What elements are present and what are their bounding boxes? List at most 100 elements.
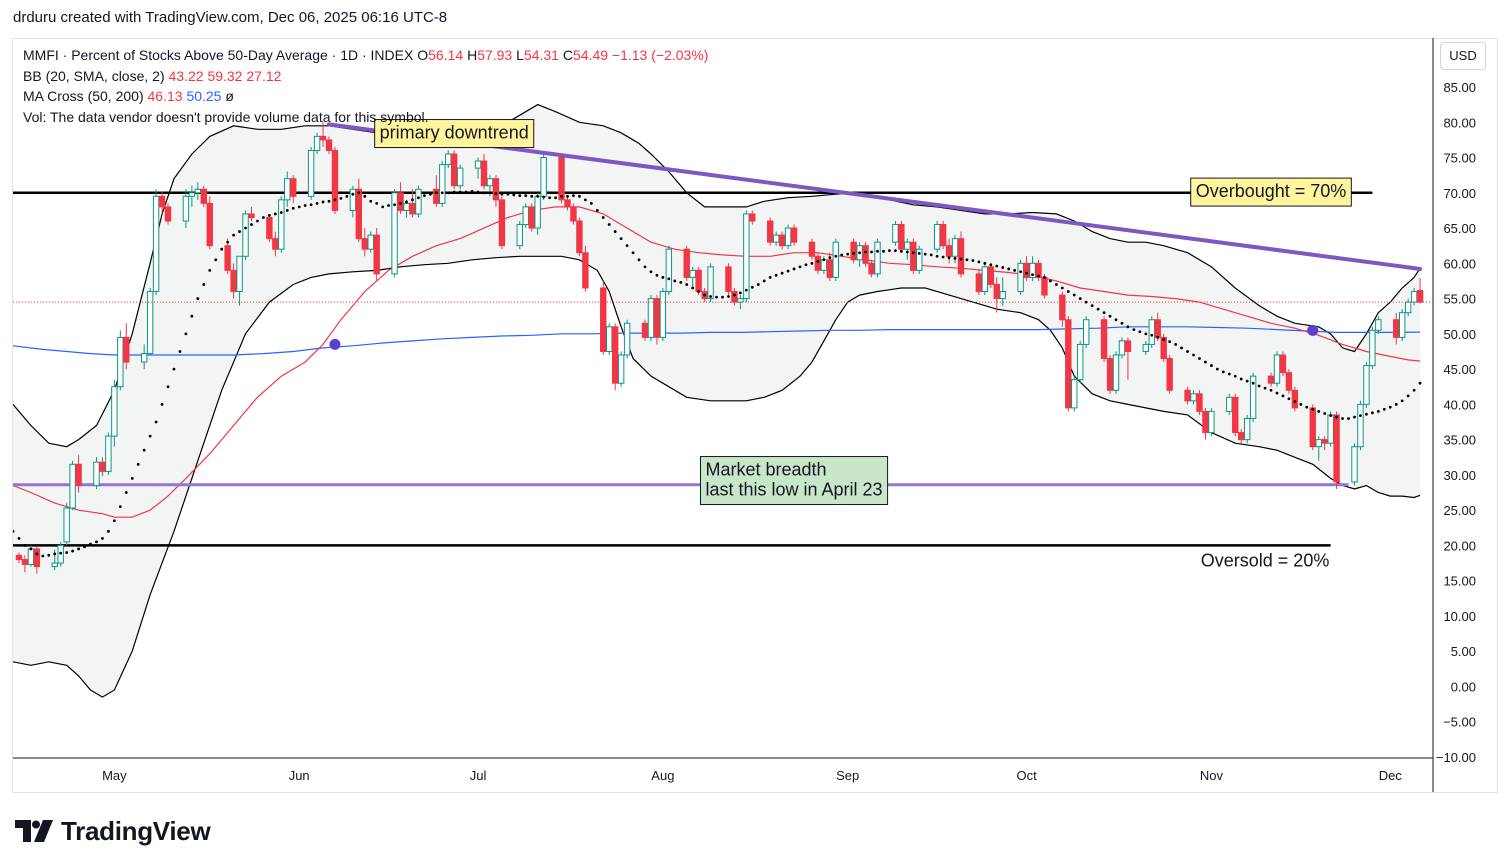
legend-symbol[interactable]: MMFI · Percent of Stocks Above 50-Day Av… — [23, 47, 414, 63]
sar-dot-11 — [77, 547, 80, 551]
candle-36 — [313, 132, 321, 154]
candle-body — [1166, 358, 1173, 391]
candle-60 — [516, 221, 523, 250]
sar-dot-74 — [452, 190, 456, 194]
candle-body — [158, 195, 166, 208]
sar-dot-67 — [411, 198, 414, 202]
candle-77 — [653, 295, 661, 345]
sar-dot-116 — [703, 293, 707, 297]
sar-dot-20 — [130, 477, 134, 480]
candle-64 — [540, 154, 547, 200]
axes: 85.00 80.00 75.00 70.00 65.00 60.00 55.00 50.00… — [13, 38, 1476, 792]
legend-bb-label[interactable]: BB (20, SMA, close, 2) — [23, 67, 165, 84]
sar-dot-2 — [23, 544, 27, 547]
sar-dot-6 — [47, 553, 51, 557]
candle-160 — [1351, 443, 1358, 486]
sar-dot-101 — [613, 230, 617, 233]
candle-body — [319, 135, 327, 141]
candle-body — [284, 178, 291, 201]
sar-dot-103 — [625, 244, 629, 248]
candle-body — [981, 266, 989, 293]
sar-dot-168 — [1013, 268, 1017, 272]
sar-dot-72 — [440, 191, 444, 195]
sar-dot-40 — [250, 223, 253, 226]
candle-body — [1351, 446, 1358, 483]
candle-59 — [498, 196, 506, 250]
sar-dot-197 — [1186, 350, 1189, 353]
candle-27 — [236, 255, 243, 306]
sar-dot-108 — [655, 273, 659, 277]
sar-dot-162 — [977, 260, 981, 264]
candle-body — [820, 259, 828, 271]
sar-dot-48 — [297, 205, 301, 209]
candle-body — [1357, 403, 1364, 448]
sar-dot-113 — [685, 283, 689, 286]
sar-dot-19 — [124, 491, 128, 494]
candle-70 — [600, 280, 607, 355]
y-tick-label: 25.00 — [1443, 503, 1476, 518]
sar-dot-59 — [363, 194, 367, 198]
sar-dot-156 — [941, 255, 945, 259]
legend-ma-label[interactable]: MA Cross (50, 200) — [23, 88, 144, 104]
candle-157 — [1321, 436, 1328, 451]
sar-dot-181 — [1090, 304, 1094, 308]
candle-body — [33, 548, 41, 568]
candle-body — [1208, 410, 1215, 434]
candle-31 — [272, 231, 279, 257]
sar-dot-216 — [1299, 402, 1303, 406]
y-tick-label: 70.00 — [1443, 186, 1476, 201]
sar-dot-149 — [899, 249, 903, 253]
sar-dot-82 — [500, 192, 504, 196]
sar-dot-89 — [542, 195, 546, 199]
sar-dot-234 — [1406, 394, 1410, 398]
sar-dot-160 — [965, 258, 969, 262]
sar-dot-221 — [1329, 414, 1333, 418]
candle-146 — [1232, 393, 1239, 437]
sar-dot-146 — [882, 249, 885, 253]
candle-48 — [409, 189, 416, 218]
sar-dot-110 — [667, 277, 671, 281]
legend-ma-fast: 46.13 — [147, 88, 183, 104]
candle-body — [647, 298, 655, 338]
candle-body — [445, 153, 452, 166]
sar-dot-0 — [13, 529, 15, 533]
sar-dot-8 — [59, 551, 63, 555]
candle-body — [534, 195, 541, 229]
sar-dot-199 — [1198, 357, 1201, 360]
candle-body — [194, 188, 202, 194]
sar-dot-155 — [935, 254, 939, 258]
sar-dot-128 — [774, 273, 778, 277]
candle-85 — [725, 263, 732, 296]
sar-dot-44 — [273, 212, 277, 216]
candle-body — [564, 199, 571, 208]
candle-body — [999, 291, 1006, 300]
sar-dot-23 — [148, 434, 152, 438]
sar-dot-147 — [888, 249, 891, 253]
candle-127 — [1071, 376, 1078, 412]
sar-dot-179 — [1078, 297, 1082, 300]
candle-body — [63, 507, 70, 543]
candle-58 — [492, 175, 500, 207]
candle-body — [182, 195, 190, 222]
candle-body — [1285, 372, 1293, 391]
candle-body — [15, 554, 23, 561]
sar-dot-117 — [709, 295, 712, 298]
sar-dot-33 — [208, 268, 212, 272]
candle-body — [558, 157, 565, 201]
candle-body — [331, 149, 339, 211]
currency-button[interactable]: USD — [1440, 42, 1486, 70]
sar-dot-92 — [560, 194, 563, 198]
ma-cross-marker-0 — [329, 338, 341, 350]
sar-dot-16 — [106, 529, 110, 533]
sar-dot-165 — [995, 264, 999, 268]
candle-134 — [1124, 337, 1132, 380]
sar-dot-211 — [1269, 388, 1273, 392]
x-tick-label: Aug — [651, 768, 674, 783]
candle-144 — [1208, 407, 1215, 437]
candle-body — [1065, 319, 1072, 409]
sar-dot-184 — [1108, 314, 1112, 318]
candle-body — [826, 259, 834, 278]
candle-body — [790, 227, 798, 243]
tradingview-logo[interactable]: TradingView — [15, 816, 211, 846]
